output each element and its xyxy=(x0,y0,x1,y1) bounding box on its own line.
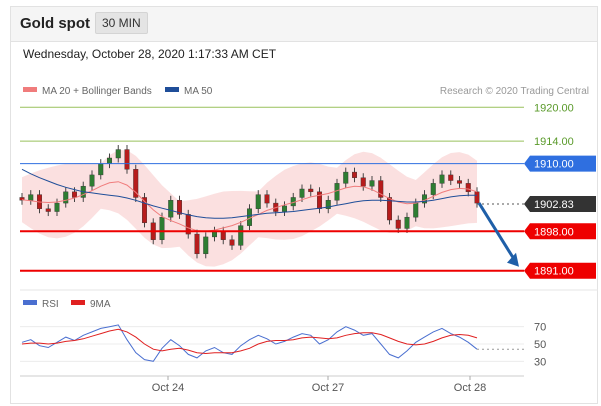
candle-body xyxy=(404,216,410,229)
candle-body xyxy=(255,194,261,209)
candle-body xyxy=(352,171,358,178)
candle-body xyxy=(133,169,139,198)
ma50-line xyxy=(21,168,477,219)
candle-body xyxy=(89,174,95,187)
candle-body xyxy=(238,225,244,246)
candle-body xyxy=(185,214,191,235)
candle-body xyxy=(369,180,375,187)
candle-body xyxy=(28,194,34,201)
candle-body xyxy=(474,191,480,204)
candle-body xyxy=(378,180,384,198)
ma50-legend-label: MA 50 xyxy=(184,86,213,97)
candle-body xyxy=(448,174,454,181)
resistance-label: 1920.00 xyxy=(534,102,574,114)
timeframe-badge[interactable]: 30 MIN xyxy=(95,12,148,34)
candle-body xyxy=(465,183,471,193)
candle-body xyxy=(220,231,226,240)
ma20-line xyxy=(21,181,478,232)
candle-body xyxy=(334,183,340,201)
rsi-level-label: 70 xyxy=(534,322,546,334)
support-tag xyxy=(524,262,596,279)
candle-body xyxy=(106,157,112,164)
rsi-level-label: 30 xyxy=(534,356,546,368)
candle-body xyxy=(194,233,200,255)
current-price-tag xyxy=(524,196,596,213)
x-tick-label: Oct 28 xyxy=(454,382,486,394)
candle-body xyxy=(63,191,69,204)
candle-body xyxy=(168,200,174,218)
candle-body xyxy=(282,205,288,212)
candle-body xyxy=(176,200,182,215)
candle-body xyxy=(203,236,209,255)
candle-body xyxy=(395,219,401,229)
candle-body xyxy=(325,200,331,209)
support-tag xyxy=(524,223,596,240)
candle-body xyxy=(229,239,235,246)
candle-body xyxy=(308,188,314,193)
rsi-level-label: 50 xyxy=(534,339,546,351)
rsi-line xyxy=(21,324,478,362)
candle-body xyxy=(413,202,419,218)
candle-body xyxy=(439,174,445,184)
ma9-legend-swatch xyxy=(71,300,85,305)
ma9-line xyxy=(21,328,478,355)
pivot-label: 1910.00 xyxy=(534,159,574,171)
candle-body xyxy=(264,194,270,204)
candle-body xyxy=(98,163,104,176)
current-price-label: 1902.83 xyxy=(534,199,574,211)
candle-body xyxy=(159,216,165,240)
candle-body xyxy=(317,191,323,209)
chart-header: Gold spot 30 MIN xyxy=(11,7,597,42)
chart-credit: Research © 2020 Trading Central xyxy=(440,86,589,97)
x-tick-label: Oct 24 xyxy=(152,382,184,394)
projection-arrow-head xyxy=(507,252,519,267)
candle-body xyxy=(45,208,51,212)
ma50-legend-swatch xyxy=(165,87,179,92)
support-label: 1898.00 xyxy=(534,226,574,238)
candle-body xyxy=(299,188,305,198)
instrument-title: Gold spot xyxy=(20,15,90,32)
x-tick-label: Oct 27 xyxy=(312,382,344,394)
candle-body xyxy=(387,197,393,221)
ma9-legend-label: 9MA xyxy=(90,299,111,310)
candle-body xyxy=(141,197,147,224)
candle-body xyxy=(457,180,463,184)
candle-body xyxy=(19,197,25,201)
candle-body xyxy=(430,183,436,195)
pivot-tag xyxy=(524,155,596,172)
ma20-legend-label: MA 20 + Bollinger Bands xyxy=(42,86,152,97)
resistance-label: 1914.00 xyxy=(534,136,574,148)
candle-body xyxy=(124,149,130,170)
rsi-legend-swatch xyxy=(23,300,37,305)
candle-body xyxy=(343,171,349,184)
ma20-legend-swatch xyxy=(23,87,37,92)
chart-datetime: Wednesday, October 28, 2020 1:17:33 AM C… xyxy=(23,47,277,61)
candle-body xyxy=(115,149,121,159)
support-label: 1891.00 xyxy=(534,266,574,278)
candle-body xyxy=(71,191,77,198)
candle-body xyxy=(54,202,60,212)
rsi-legend-label: RSI xyxy=(42,299,59,310)
candle-body xyxy=(360,177,366,187)
projection-arrow-shaft xyxy=(477,202,517,262)
